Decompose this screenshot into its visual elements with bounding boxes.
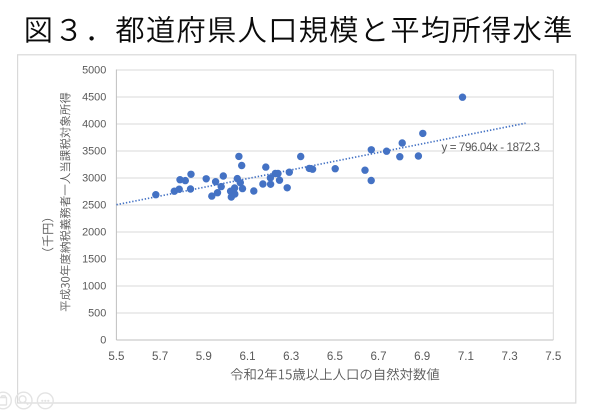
svg-text:1000: 1000 (82, 281, 106, 293)
svg-text:6.3: 6.3 (283, 350, 299, 363)
svg-text:2500: 2500 (82, 200, 106, 212)
svg-text:6.1: 6.1 (239, 350, 255, 363)
svg-text:5.5: 5.5 (108, 350, 124, 363)
svg-text:7.5: 7.5 (545, 350, 561, 363)
svg-text:5000: 5000 (82, 65, 106, 77)
svg-text:4000: 4000 (82, 119, 106, 131)
svg-text:2000: 2000 (82, 227, 106, 239)
svg-text:y = 796.04x - 1872.3: y = 796.04x - 1872.3 (442, 141, 541, 154)
svg-text:1500: 1500 (82, 254, 106, 266)
svg-text:500: 500 (88, 308, 106, 320)
svg-text:7.1: 7.1 (458, 350, 474, 363)
svg-text:3500: 3500 (82, 146, 106, 158)
svg-text:5.9: 5.9 (196, 350, 212, 363)
svg-text:6.7: 6.7 (370, 350, 386, 363)
svg-text:3000: 3000 (82, 173, 106, 185)
svg-text:4500: 4500 (82, 92, 106, 104)
svg-text:6.9: 6.9 (414, 350, 430, 363)
svg-text:7.3: 7.3 (502, 350, 518, 363)
svg-text:5.7: 5.7 (152, 350, 168, 363)
svg-text:6.5: 6.5 (327, 350, 343, 363)
svg-text:0: 0 (100, 335, 106, 347)
